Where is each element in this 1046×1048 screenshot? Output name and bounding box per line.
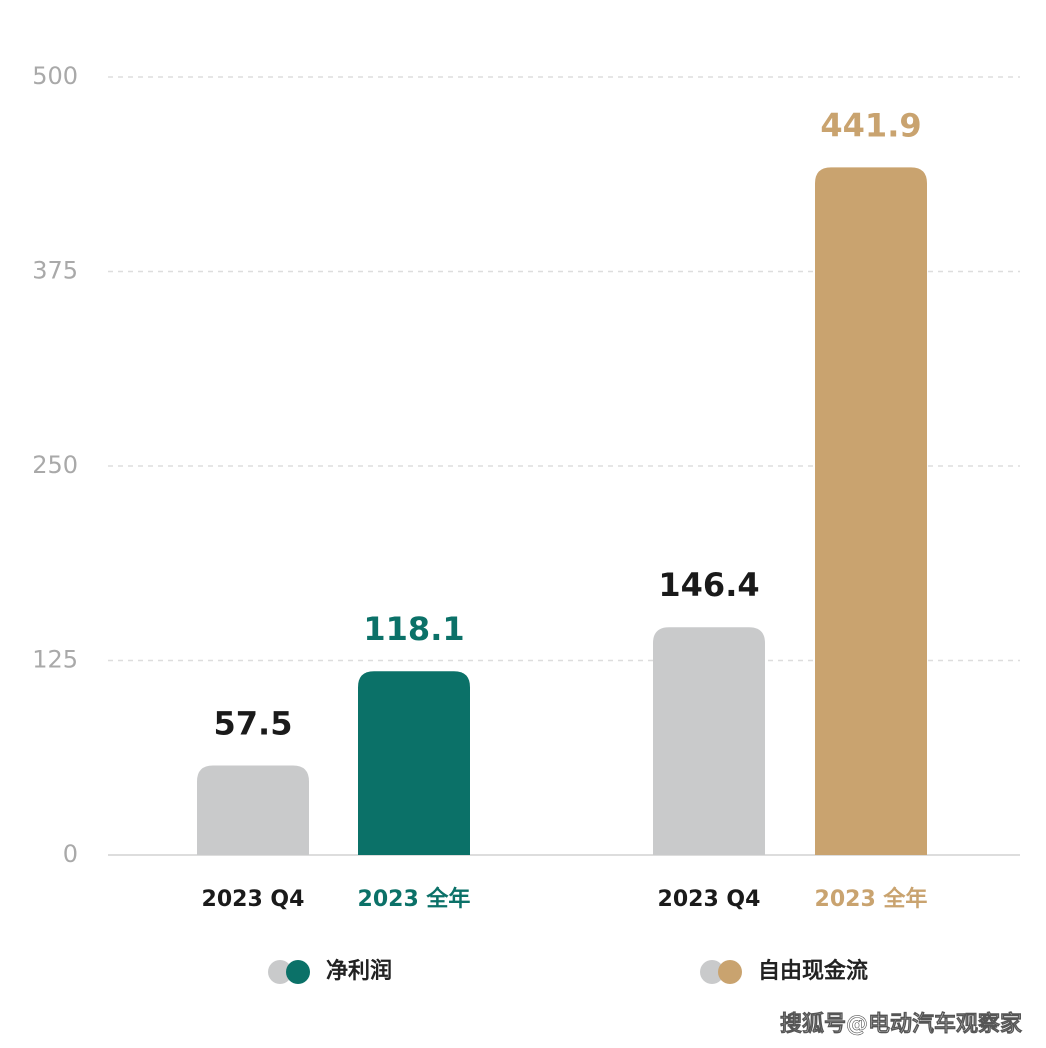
y-tick-label: 125 [32,646,78,674]
legend-label: 自由现金流 [758,958,868,984]
bar [653,627,765,855]
y-tick-label: 500 [32,62,78,90]
legend-swatch [700,960,724,984]
bar [197,765,309,855]
value-label: 57.5 [214,705,293,743]
legend-label: 净利润 [326,958,392,984]
legend-swatch [268,960,292,984]
y-tick-label: 375 [32,257,78,285]
watermark: 搜狐号@电动汽车观察家 [780,1011,1023,1037]
y-tick-label: 0 [63,840,78,868]
value-label: 146.4 [658,566,759,604]
x-tick-label: 2023 全年 [815,886,928,912]
legend-swatch [718,960,742,984]
x-tick-label: 2023 Q4 [202,887,305,912]
bar [358,671,470,855]
value-label: 441.9 [820,106,921,144]
y-tick-label: 250 [32,451,78,479]
legend-swatch [286,960,310,984]
bar [815,167,927,856]
x-tick-label: 2023 全年 [358,886,471,912]
value-label: 118.1 [363,610,464,648]
x-tick-label: 2023 Q4 [658,887,761,912]
